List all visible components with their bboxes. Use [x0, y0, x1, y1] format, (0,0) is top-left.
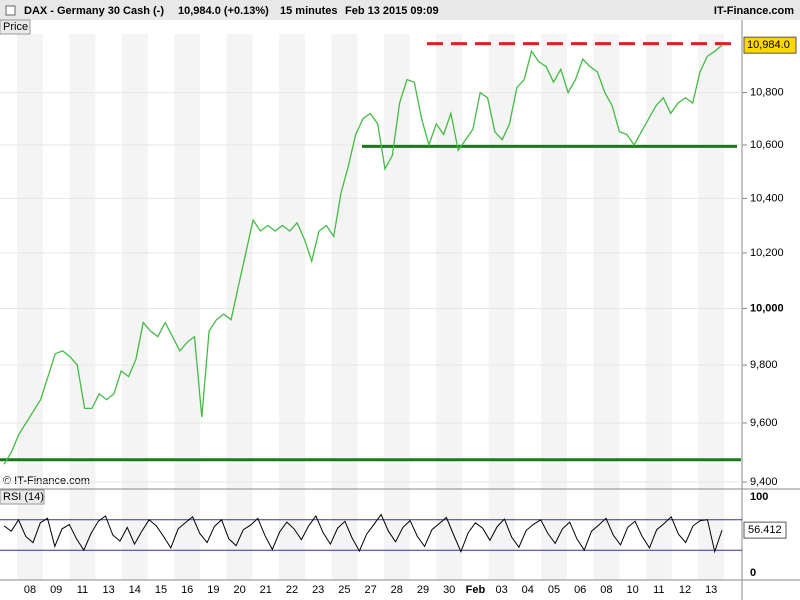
- day-band: [279, 34, 305, 580]
- rsi-tick-label: 100: [750, 491, 768, 503]
- x-tick-label: 15: [155, 584, 167, 596]
- x-tick-label: 30: [443, 584, 455, 596]
- x-tick-label: 11: [653, 584, 664, 596]
- x-tick-label: 11: [77, 584, 88, 596]
- x-tick-label: 04: [522, 584, 534, 596]
- y-tick-label: 10,000: [750, 302, 784, 314]
- price-tab: [0, 19, 31, 35]
- x-tick-label: 10: [626, 584, 638, 596]
- rsi-tick-label: 0: [750, 567, 756, 579]
- day-band: [121, 34, 148, 580]
- x-tick-label: Feb: [466, 584, 486, 596]
- day-band: [226, 34, 253, 580]
- x-tick-label: 12: [679, 584, 691, 596]
- price-line: [3, 44, 723, 465]
- header-icon: [5, 5, 16, 16]
- day-band: [698, 34, 725, 580]
- x-tick-label: 19: [207, 584, 219, 596]
- day-band: [383, 34, 410, 580]
- header-bar: [0, 0, 800, 20]
- rsi-last-box: [743, 521, 787, 539]
- x-tick-label: 29: [417, 584, 429, 596]
- x-tick-label: 08: [24, 584, 36, 596]
- header-quote: 10,984.0 (+0.13%): [178, 5, 269, 17]
- last-price-box: [743, 36, 797, 54]
- y-tick-label: 10,800: [750, 86, 784, 98]
- x-tick-label: 25: [338, 584, 350, 596]
- rsi-tab-label: RSI (14): [3, 491, 44, 503]
- y-tick-label: 10,600: [750, 139, 784, 151]
- header-interval: 15 minutes: [280, 5, 337, 17]
- y-tick-label: 10,200: [750, 247, 784, 259]
- price-tab-label: Price: [3, 21, 28, 33]
- x-tick-label: 13: [705, 584, 717, 596]
- rsi-tab: [0, 489, 45, 505]
- day-band: [541, 34, 567, 580]
- credit: © IT-Finance.com: [3, 475, 90, 487]
- header-title: DAX - Germany 30 Cash (-): [24, 5, 164, 17]
- x-tick-label: 05: [548, 584, 560, 596]
- y-tick-label: 9,800: [750, 359, 778, 371]
- x-tick-label: 06: [574, 584, 586, 596]
- x-tick-label: 23: [312, 584, 324, 596]
- day-band: [174, 34, 201, 580]
- x-tick-label: 14: [129, 584, 141, 596]
- x-tick-label: 13: [102, 584, 114, 596]
- y-tick-label: 9,600: [750, 417, 778, 429]
- x-tick-label: 03: [495, 584, 507, 596]
- day-band: [436, 34, 463, 580]
- x-tick-label: 20: [233, 584, 245, 596]
- x-tick-label: 22: [286, 584, 298, 596]
- x-tick-label: 08: [600, 584, 612, 596]
- x-tick-label: 27: [364, 584, 376, 596]
- x-tick-label: 28: [391, 584, 403, 596]
- x-tick-label: 16: [181, 584, 193, 596]
- y-tick-label: 9,400: [750, 476, 778, 488]
- last-price-label: 10,984.0: [747, 39, 790, 51]
- x-tick-label: 09: [50, 584, 62, 596]
- x-tick-label: 21: [260, 584, 272, 596]
- y-tick-label: 10,400: [750, 192, 784, 204]
- day-band: [69, 34, 96, 580]
- rsi-last-label: 56.412: [748, 524, 782, 536]
- header-timestamp: Feb 13 2015 09:09: [345, 5, 439, 17]
- day-band: [331, 34, 358, 580]
- header-source: IT-Finance.com: [714, 5, 794, 17]
- rsi-line: [3, 513, 723, 554]
